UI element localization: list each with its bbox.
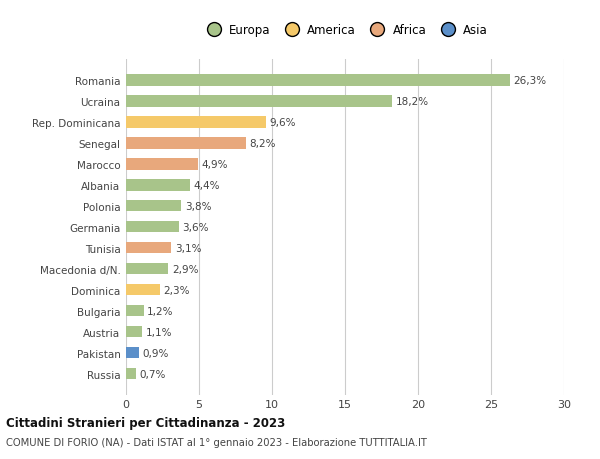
Bar <box>126 242 171 254</box>
Bar <box>126 201 181 212</box>
Text: 8,2%: 8,2% <box>250 139 276 148</box>
Bar <box>126 179 190 191</box>
Bar <box>126 347 139 358</box>
Bar <box>126 221 179 233</box>
Bar <box>126 75 510 86</box>
Text: 2,9%: 2,9% <box>172 264 199 274</box>
Bar <box>126 368 136 380</box>
Text: Cittadini Stranieri per Cittadinanza - 2023: Cittadini Stranieri per Cittadinanza - 2… <box>6 416 285 429</box>
Text: 1,2%: 1,2% <box>147 306 173 316</box>
Bar <box>126 96 392 107</box>
Legend: Europa, America, Africa, Asia: Europa, America, Africa, Asia <box>200 22 490 39</box>
Bar <box>126 263 169 275</box>
Bar <box>126 159 197 170</box>
Text: 1,1%: 1,1% <box>146 327 172 337</box>
Bar <box>126 117 266 128</box>
Bar <box>126 326 142 338</box>
Text: 4,4%: 4,4% <box>194 180 220 190</box>
Bar <box>126 138 246 149</box>
Text: 9,6%: 9,6% <box>270 118 296 128</box>
Text: 2,3%: 2,3% <box>163 285 190 295</box>
Text: 0,9%: 0,9% <box>143 348 169 358</box>
Text: 3,6%: 3,6% <box>182 222 209 232</box>
Text: 3,8%: 3,8% <box>185 202 212 211</box>
Text: 3,1%: 3,1% <box>175 243 202 253</box>
Bar <box>126 284 160 296</box>
Text: 18,2%: 18,2% <box>395 96 428 106</box>
Bar <box>126 305 143 317</box>
Text: 4,9%: 4,9% <box>201 159 227 169</box>
Text: COMUNE DI FORIO (NA) - Dati ISTAT al 1° gennaio 2023 - Elaborazione TUTTITALIA.I: COMUNE DI FORIO (NA) - Dati ISTAT al 1° … <box>6 437 427 447</box>
Text: 26,3%: 26,3% <box>514 76 547 86</box>
Text: 0,7%: 0,7% <box>140 369 166 379</box>
